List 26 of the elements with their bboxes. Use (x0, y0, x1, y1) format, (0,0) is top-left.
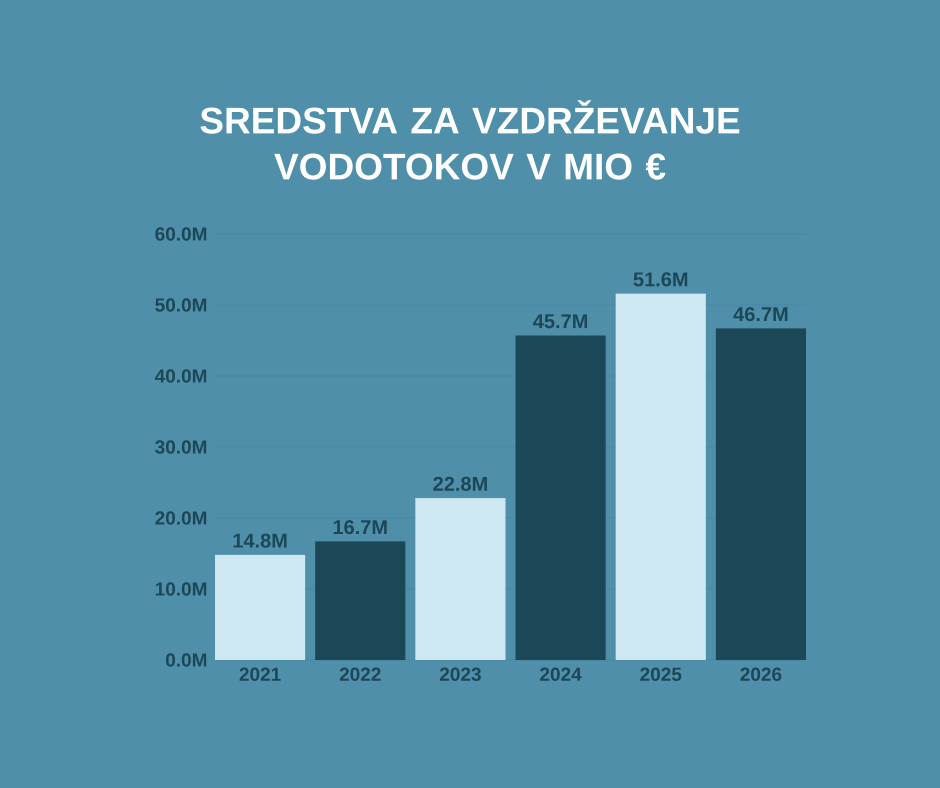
data-label: 46.7M (733, 307, 788, 322)
bar (215, 554, 306, 660)
bar (516, 336, 606, 660)
data-label: 22.8M (433, 476, 487, 491)
x-tick-label: 2022 (340, 668, 381, 681)
y-tick-label: 30.0M (155, 440, 206, 454)
y-tick-label: 20.0M (155, 511, 206, 525)
y-tick-label: 10.0M (156, 582, 206, 596)
chart-title: SREDSTVA ZA VZDRŽEVANJE VODOTOKOV V MIO € (200, 100, 740, 180)
x-tick-label: 2024 (540, 668, 582, 681)
y-tick-label: 50.0M (155, 298, 206, 312)
bar (315, 541, 406, 660)
x-tick-label: 2023 (440, 668, 481, 682)
y-tick-label: 0.0M (166, 653, 206, 667)
bar (716, 328, 806, 660)
bar (415, 498, 506, 660)
x-tick-label: 2026 (740, 668, 782, 681)
x-tick-label: 2025 (640, 668, 682, 681)
data-label: 14.8M (234, 534, 287, 548)
data-label: 51.6M (634, 272, 688, 286)
data-label: 45.7M (533, 314, 588, 328)
data-label: 16.7M (334, 520, 387, 534)
y-tick-label: 40.0M (154, 369, 206, 383)
x-tick-label: 2021 (240, 668, 281, 681)
y-tick-label: 60.0M (155, 227, 206, 241)
bar (616, 294, 706, 660)
